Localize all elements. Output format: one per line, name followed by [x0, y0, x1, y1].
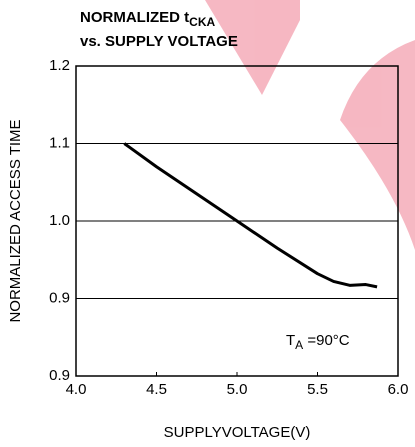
data-line — [123, 142, 378, 289]
plot-frame — [75, 65, 399, 377]
title-text: NORMALIZED t — [80, 9, 189, 26]
annotation: TA =90°C — [286, 332, 350, 352]
annotation-subscript: A — [295, 338, 303, 352]
watermark — [205, 0, 415, 250]
x-tick-label: 5.5 — [307, 381, 328, 398]
x-tick-label: 4.5 — [146, 381, 167, 398]
annotation-suffix: =90°C — [303, 332, 350, 349]
y-tick-label: 0.9 — [49, 289, 70, 306]
x-axis-label: SUPPLYVOLTAGE(V) — [164, 424, 311, 441]
x-tick-label: 5.0 — [227, 381, 248, 398]
watermark-shape — [205, 0, 300, 95]
watermark-shape — [340, 40, 415, 250]
chart-subtitle: vs. SUPPLY VOLTAGE — [80, 33, 238, 50]
x-tick-label: 4.0 — [66, 381, 87, 398]
y-tick-label: 1.1 — [49, 134, 70, 151]
title-subscript: CKA — [189, 15, 215, 29]
y-tick-label: 0.9 — [49, 367, 70, 384]
x-tick-label: 6.0 — [388, 381, 409, 398]
y-tick-label: 1.2 — [49, 57, 70, 74]
y-axis-label: NORMALIZED ACCESS TIME — [7, 119, 24, 322]
chart-title: NORMALIZED tCKA — [80, 9, 215, 29]
annotation-text: T — [286, 332, 295, 349]
y-tick-label: 1.0 — [49, 212, 70, 229]
